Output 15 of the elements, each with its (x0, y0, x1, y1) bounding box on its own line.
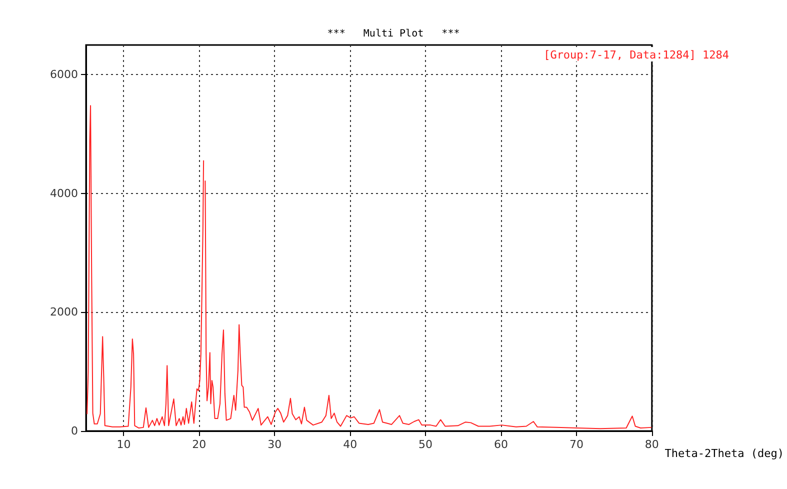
x-tick-label: 60 (494, 438, 508, 451)
y-tick-label: 2000 (50, 306, 78, 319)
x-axis-title: Theta-2Theta (deg) (664, 447, 784, 460)
x-tick-label: 20 (192, 438, 206, 451)
x-tick-label: 40 (343, 438, 358, 451)
x-tick-label: 30 (268, 438, 282, 451)
y-tick-label: 0 (71, 424, 78, 438)
x-tick-label: 80 (644, 438, 659, 451)
text: [Group:7-17, Data:1284] 1284 (544, 48, 730, 62)
chart-title: *** Multi Plot *** (327, 28, 460, 40)
x-tick-label: 70 (569, 438, 584, 451)
x-tick-label: 50 (418, 438, 433, 451)
x-tick-label: 10 (116, 438, 131, 451)
y-tick-label: 6000 (50, 68, 78, 82)
y-tick-label: 4000 (50, 186, 78, 200)
